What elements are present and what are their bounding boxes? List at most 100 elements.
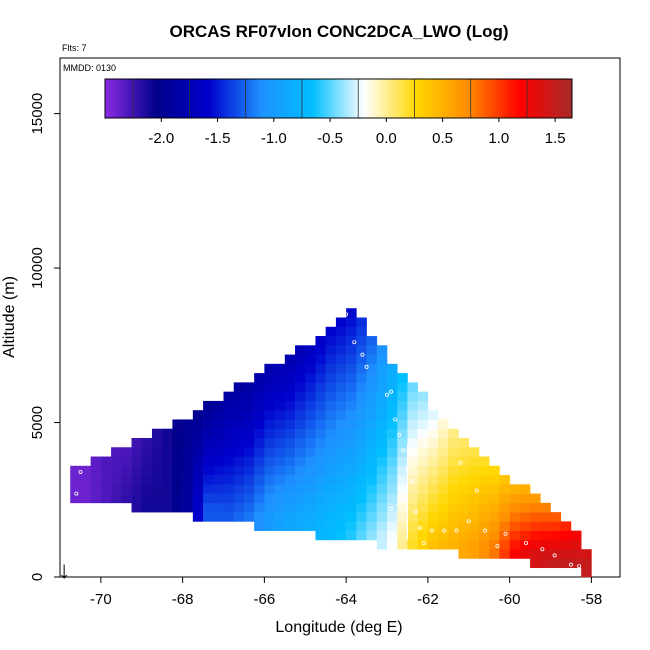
heatmap-cell	[407, 391, 418, 402]
heatmap-cell	[458, 493, 470, 504]
heatmap-cell	[387, 456, 398, 467]
colorbar-segment	[320, 79, 325, 118]
colorbar-segment	[259, 79, 264, 118]
heatmap-cell	[376, 391, 388, 402]
heatmap-cell	[448, 465, 459, 476]
flight-point	[540, 547, 545, 552]
heatmap-cell	[223, 512, 235, 522]
heatmap-cell	[489, 549, 500, 559]
heatmap-cell	[274, 373, 286, 383]
heatmap-cell	[438, 428, 449, 439]
heatmap-cell	[458, 530, 470, 541]
heatmap-cell	[397, 400, 408, 411]
heatmap-cell	[284, 373, 296, 383]
colorbar-segment	[545, 79, 550, 118]
heatmap-cell	[192, 512, 204, 522]
heatmap-cell	[223, 502, 235, 513]
heatmap-cell	[407, 428, 418, 439]
heatmap-cell	[274, 428, 286, 439]
heatmap-cell	[519, 512, 531, 522]
colorbar-segment	[338, 79, 342, 118]
heatmap-cell	[346, 456, 357, 467]
heatmap-cell	[376, 354, 388, 365]
heatmap-cell	[305, 400, 316, 411]
heatmap-cell	[284, 437, 296, 448]
heatmap-cell	[519, 484, 531, 494]
heatmap-cell	[509, 530, 521, 541]
longitude-marker-arrow: ↓	[58, 557, 70, 584]
heatmap-cell	[366, 336, 378, 346]
colorbar-tick-label: 1.5	[545, 130, 566, 147]
heatmap-cell	[264, 428, 275, 439]
heatmap-cell	[346, 475, 357, 485]
heatmap-cell	[335, 419, 347, 430]
heatmap-cell	[387, 475, 398, 485]
heatmap-cell	[427, 484, 439, 494]
heatmap-cell	[468, 493, 480, 504]
heatmap-cell	[407, 465, 418, 476]
heatmap-cell	[151, 456, 163, 467]
y-tick-label: 5000	[29, 406, 46, 439]
heatmap-cell	[131, 493, 143, 504]
heatmap-cell	[203, 502, 214, 513]
heatmap-cell	[254, 428, 265, 439]
heatmap-cell	[325, 456, 337, 467]
colorbar-segment	[548, 79, 552, 118]
colorbar-tick-label: -2.0	[148, 130, 174, 147]
heatmap-cell	[397, 437, 408, 448]
heatmap-cell	[325, 493, 337, 504]
heatmap-cell	[315, 493, 326, 504]
heatmap-cell	[376, 373, 388, 383]
heatmap-cell	[417, 437, 429, 448]
heatmap-cell	[366, 465, 378, 476]
heatmap-cell	[151, 475, 163, 485]
heatmap-cell	[274, 419, 286, 430]
colorbar-segment	[539, 79, 544, 118]
heatmap-cell	[305, 465, 316, 476]
heatmap-cell	[458, 512, 470, 522]
heatmap-cell	[254, 373, 265, 383]
heatmap-cell	[366, 410, 378, 420]
colorbar-segment	[434, 79, 439, 118]
heatmap-cell	[182, 475, 194, 485]
heatmap-cell	[151, 502, 163, 513]
heatmap-cell	[376, 493, 388, 504]
heatmap-cell	[540, 549, 551, 559]
colorbar-segment	[519, 79, 523, 118]
heatmap-cell	[417, 484, 429, 494]
heatmap-cell	[131, 465, 143, 476]
colorbar-segment	[536, 79, 541, 118]
heatmap-cell	[478, 530, 490, 541]
heatmap-cell	[427, 447, 439, 457]
colorbar-segment	[122, 79, 126, 118]
heatmap-cell	[581, 549, 592, 559]
colorbar-segment	[277, 79, 281, 118]
heatmap-cell	[397, 512, 408, 522]
heatmap-cell	[325, 391, 337, 402]
heatmap-cell	[121, 447, 132, 457]
colorbar-segment	[341, 79, 345, 118]
heatmap-cell	[499, 512, 510, 522]
heatmap-cell	[366, 354, 378, 365]
heatmap-cell	[284, 447, 296, 457]
heatmap-cell	[530, 502, 541, 513]
heatmap-cell	[295, 382, 306, 392]
heatmap-cell	[448, 475, 459, 485]
heatmap-cell	[366, 456, 378, 467]
colorbar-segment	[472, 79, 477, 118]
flight-point	[78, 469, 83, 474]
heatmap-cell	[489, 521, 500, 531]
heatmap-cell	[356, 373, 367, 383]
heatmap-cell	[305, 502, 316, 513]
heatmap-cell	[458, 475, 470, 485]
heatmap-cell	[121, 475, 132, 485]
heatmap-cell	[325, 530, 337, 541]
colorbar-segment	[285, 79, 290, 118]
heatmap-cell	[213, 512, 224, 522]
heatmap-cell	[162, 447, 173, 457]
heatmap-cell	[397, 484, 408, 494]
heatmap-cell	[121, 465, 132, 476]
heatmap-cell	[274, 456, 286, 467]
heatmap-cell	[427, 521, 439, 531]
heatmap-cell	[223, 410, 235, 420]
